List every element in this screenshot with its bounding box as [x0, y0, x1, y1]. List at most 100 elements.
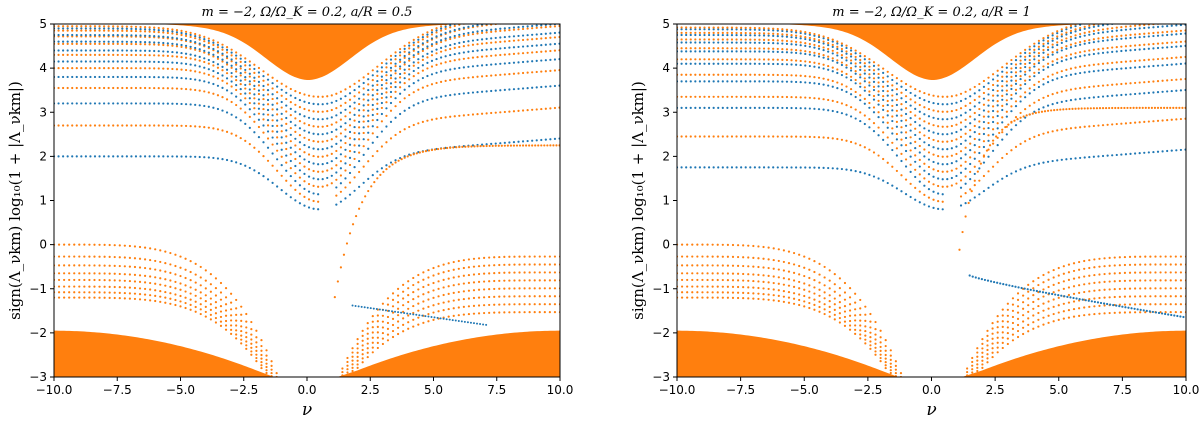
data-point — [991, 149, 995, 152]
data-point — [452, 299, 455, 302]
data-point — [553, 106, 557, 110]
data-point — [721, 106, 724, 109]
data-point — [1115, 29, 1118, 32]
data-point — [1083, 50, 1086, 53]
data-point — [367, 99, 370, 102]
data-point — [879, 336, 882, 339]
data-point — [691, 255, 694, 258]
data-point — [133, 280, 137, 283]
data-point — [1170, 89, 1173, 93]
data-point — [740, 50, 743, 53]
data-point — [752, 286, 755, 289]
data-point — [1149, 255, 1152, 258]
data-point — [339, 174, 343, 177]
data-point — [253, 102, 256, 105]
data-point — [987, 99, 990, 102]
data-point — [978, 145, 981, 149]
data-point — [716, 243, 719, 246]
data-point — [869, 320, 872, 323]
data-point — [1115, 35, 1118, 38]
data-point — [859, 68, 862, 72]
data-point — [376, 341, 379, 344]
data-point — [348, 163, 352, 167]
data-point — [996, 336, 999, 339]
data-point — [371, 79, 374, 82]
data-point — [1147, 91, 1150, 94]
data-point — [698, 41, 702, 44]
data-point — [879, 345, 882, 349]
data-point — [412, 304, 415, 308]
data-point — [239, 92, 242, 96]
data-point — [959, 179, 963, 182]
data-point — [462, 290, 465, 293]
data-point — [694, 166, 697, 169]
data-point — [386, 333, 390, 336]
data-point — [250, 320, 253, 324]
data-point — [1001, 121, 1004, 124]
data-point — [139, 102, 142, 105]
data-point — [526, 25, 529, 28]
data-point — [112, 25, 115, 28]
data-point — [882, 116, 885, 119]
data-point — [526, 38, 529, 41]
data-point — [874, 338, 877, 341]
data-point — [244, 60, 247, 64]
data-point — [927, 136, 931, 140]
data-point — [1124, 28, 1128, 31]
data-point — [98, 42, 101, 45]
data-point — [93, 67, 97, 70]
data-point — [553, 295, 557, 298]
data-point — [1014, 124, 1018, 127]
data-point — [981, 342, 984, 345]
data-point — [932, 124, 935, 127]
data-point — [121, 86, 124, 90]
data-point — [1143, 120, 1146, 124]
data-point — [923, 184, 926, 187]
data-point — [212, 127, 215, 130]
data-point — [417, 72, 420, 75]
data-point — [799, 74, 802, 77]
data-point — [157, 26, 160, 30]
data-point — [394, 97, 397, 100]
data-point — [98, 67, 101, 70]
data-point — [371, 94, 374, 97]
data-point — [869, 340, 872, 343]
data-point — [1074, 44, 1077, 48]
data-point — [1037, 108, 1040, 111]
data-point — [1033, 135, 1036, 138]
data-point — [266, 124, 270, 127]
data-point — [1156, 34, 1160, 37]
data-point — [828, 294, 831, 297]
data-point — [430, 50, 434, 53]
data-point — [1046, 75, 1050, 78]
data-point — [685, 47, 688, 50]
data-point — [421, 314, 424, 317]
data-point — [116, 102, 119, 105]
data-point — [914, 168, 917, 171]
data-point — [483, 280, 486, 283]
data-point — [790, 34, 793, 37]
data-point — [1006, 302, 1009, 305]
data-point — [225, 61, 229, 64]
data-point — [199, 303, 202, 306]
data-point — [1022, 294, 1025, 297]
data-point — [1106, 46, 1109, 50]
data-point — [1065, 28, 1068, 31]
data-point — [1056, 129, 1059, 132]
data-point — [1046, 56, 1050, 59]
data-point — [685, 95, 688, 98]
data-point — [864, 305, 867, 308]
data-point — [427, 291, 430, 294]
data-point — [376, 346, 379, 350]
data-point — [736, 285, 740, 289]
data-point — [453, 24, 456, 28]
data-point — [982, 140, 986, 143]
data-point — [457, 319, 460, 322]
data-point — [321, 103, 324, 106]
data-point — [326, 184, 329, 187]
data-point — [68, 291, 71, 294]
data-point — [444, 69, 447, 72]
data-point — [1005, 71, 1008, 74]
data-point — [772, 39, 775, 42]
data-point — [379, 173, 382, 176]
